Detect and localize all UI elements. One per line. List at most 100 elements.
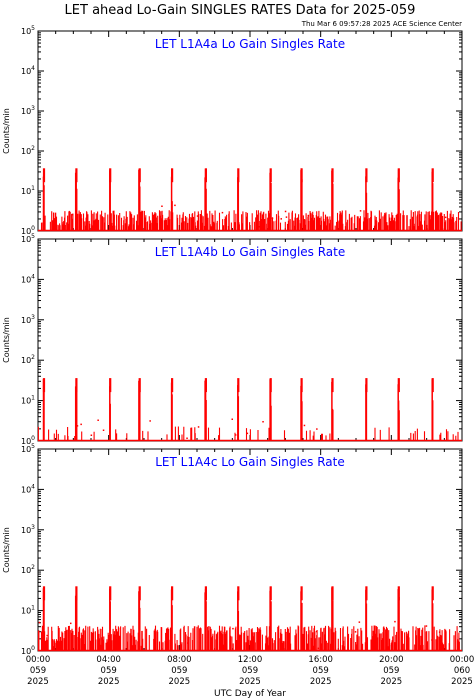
rate-point: [258, 226, 260, 228]
rate-spike: [109, 586, 112, 601]
x-tick-doy: 060: [454, 666, 470, 676]
rate-point: [358, 621, 361, 623]
rate-spike: [431, 586, 434, 601]
x-tick-year: 2025: [169, 677, 191, 687]
y-axis-label: Counts/min: [2, 527, 11, 573]
rate-spike: [171, 378, 174, 393]
rate-point: [196, 215, 199, 217]
rate-spike: [42, 586, 46, 601]
rate-point: [90, 434, 93, 436]
panel-title: LET L1A4a Lo Gain Singles Rate: [155, 37, 345, 51]
x-tick-year: 2025: [98, 677, 120, 687]
y-tick-label: 105: [21, 233, 35, 244]
rate-spike: [171, 168, 174, 183]
y-tick-label: 105: [21, 25, 35, 36]
rate-point: [271, 217, 274, 219]
rate-spike: [269, 378, 272, 393]
y-tick-label: 103: [21, 105, 35, 116]
x-tick-time: 12:00: [238, 655, 263, 665]
x-tick-doy: 059: [313, 666, 329, 676]
x-tick-year: 2025: [239, 677, 261, 687]
rate-point: [303, 424, 306, 427]
rate-spike: [331, 168, 334, 183]
x-tick-doy: 059: [383, 666, 399, 676]
rate-spike: [75, 378, 78, 393]
rate-point: [186, 437, 188, 439]
rate-spike: [397, 168, 400, 183]
x-axis: 00:00059202504:00059202508:00059202512:0…: [26, 655, 475, 687]
generation-timestamp: Thu Mar 6 09:57:28 2025 ACE Science Cent…: [301, 20, 462, 28]
rate-point: [354, 631, 357, 633]
rate-point: [97, 419, 99, 421]
rate-point: [307, 214, 310, 217]
rate-point: [316, 428, 318, 430]
panel-title: LET L1A4b Lo Gain Singles Rate: [155, 245, 346, 259]
rate-point: [246, 432, 249, 435]
rate-spike: [331, 586, 334, 601]
rate-spike: [237, 168, 240, 183]
rate-trace: [37, 378, 459, 441]
y-tick-label: 104: [21, 65, 35, 76]
rate-point: [359, 210, 362, 212]
rate-point: [187, 642, 189, 644]
rate-point: [262, 421, 264, 423]
rate-point: [70, 622, 72, 625]
x-tick-time: 00:00: [26, 655, 51, 665]
panel-l1a4c: 100 101 102 103 104 105 Counts/min LET L1A4c Lo…: [2, 443, 463, 656]
x-tick-year: 2025: [451, 677, 473, 687]
y-tick-label: 101: [21, 605, 35, 616]
x-tick-time: 00:00: [450, 655, 475, 665]
rate-point: [285, 216, 288, 218]
x-tick-time: 20:00: [379, 655, 404, 665]
rate-spike: [171, 586, 174, 601]
rate-point: [80, 423, 82, 426]
rate-spike: [204, 168, 207, 183]
rate-point: [431, 639, 433, 641]
y-tick-label: 104: [21, 483, 35, 494]
rate-spike: [42, 168, 46, 183]
rate-point: [316, 630, 318, 633]
rate-point: [317, 647, 320, 650]
rate-point: [174, 204, 176, 207]
x-tick-doy: 059: [171, 666, 187, 676]
rate-spike: [365, 378, 368, 393]
rate-point: [221, 211, 224, 214]
x-tick-year: 2025: [310, 677, 332, 687]
rate-point: [300, 208, 302, 211]
rate-point: [438, 631, 441, 633]
x-tick-doy: 059: [101, 666, 117, 676]
rate-point: [161, 205, 163, 207]
rate-point: [444, 216, 447, 219]
rate-spike: [75, 586, 78, 601]
rate-spike: [204, 378, 207, 393]
x-tick-year: 2025: [27, 677, 49, 687]
rate-spike: [204, 586, 207, 601]
y-tick-label: 104: [21, 273, 35, 284]
rate-spike: [365, 168, 368, 183]
rate-spike: [397, 378, 400, 393]
y-tick-label: 103: [21, 314, 35, 325]
rate-spike: [138, 168, 141, 183]
rate-spike: [431, 168, 434, 183]
rate-point: [234, 434, 237, 436]
panel-l1a4a: 100 101 102 103 104 105 Counts/min LET L1A4a Lo…: [2, 25, 463, 236]
rate-point: [149, 420, 151, 422]
y-tick-label: 102: [21, 564, 35, 575]
rate-point: [394, 620, 396, 623]
rate-point: [38, 621, 41, 624]
rate-point: [284, 210, 287, 213]
rate-spike: [75, 168, 78, 183]
rate-spike: [138, 378, 141, 393]
rate-spike: [109, 378, 112, 393]
rate-spike: [109, 168, 112, 183]
rate-trace: [40, 168, 462, 231]
rate-spike: [365, 586, 368, 601]
rate-spike: [300, 378, 303, 393]
y-tick-label: 105: [21, 443, 35, 454]
x-tick-doy: 059: [242, 666, 258, 676]
rate-point: [425, 625, 428, 627]
rate-spike: [42, 378, 46, 393]
rate-spike: [331, 378, 334, 393]
rate-spike: [269, 586, 272, 601]
